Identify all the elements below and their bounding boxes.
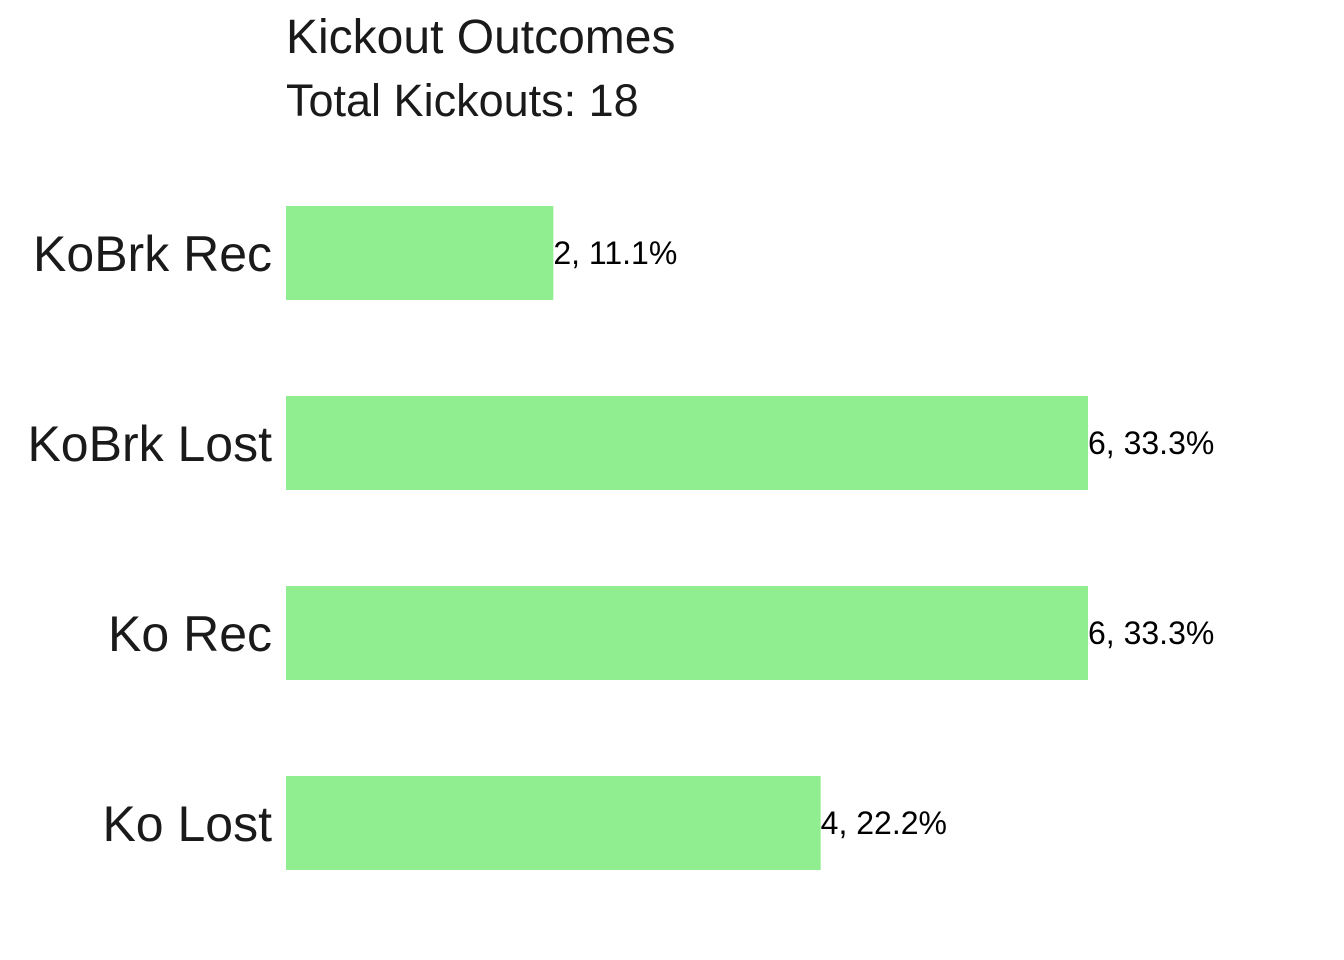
data-label-0: 2, 11.1% (553, 235, 677, 271)
category-labels: KoBrk Rec KoBrk Lost Ko Rec Ko Lost (27, 226, 272, 852)
bars-group (286, 206, 1088, 870)
data-labels: 2, 11.1% 6, 33.3% 6, 33.3% 4, 22.2% (553, 235, 1214, 841)
data-label-2: 6, 33.3% (1088, 615, 1214, 651)
data-label-3: 4, 22.2% (821, 805, 947, 841)
chart-subtitle: Total Kickouts: 18 (286, 75, 639, 126)
category-label-3: Ko Lost (102, 796, 272, 852)
bar-0 (286, 206, 554, 300)
bar-1 (286, 396, 1088, 490)
category-label-0: KoBrk Rec (33, 226, 272, 282)
category-label-1: KoBrk Lost (27, 416, 272, 472)
bar-3 (286, 776, 821, 870)
chart-title: Kickout Outcomes (286, 11, 675, 64)
category-label-2: Ko Rec (108, 606, 272, 662)
bar-2 (286, 586, 1088, 680)
data-label-1: 6, 33.3% (1088, 425, 1214, 461)
